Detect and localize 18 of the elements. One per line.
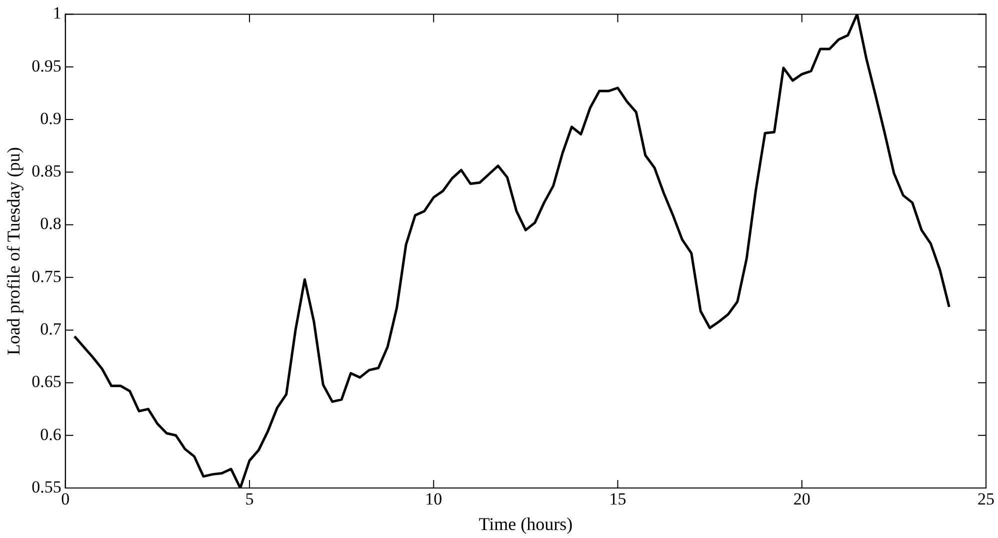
y-tick-label: 0.85 [32,162,62,181]
y-tick-label: 0.6 [40,424,62,444]
x-axis-title: Time (hours) [478,514,573,534]
x-tick-label: 10 [425,490,442,509]
x-tick-label: 25 [978,490,994,509]
y-axis-title: Load profile of Tuesday (pu) [4,147,24,356]
y-tick-label: 0.9 [40,108,62,128]
y-tick-label: 0.95 [32,56,62,76]
x-tick-label: 0 [61,490,70,509]
x-tick-label: 5 [245,490,254,509]
y-tick-label: 0.7 [40,320,62,339]
y-tick-label: 0.8 [40,214,62,234]
x-tick-label: 15 [609,490,626,509]
y-tick-label: 1 [52,4,62,23]
y-tick-label: 0.75 [32,266,62,286]
y-tick-label: 0.55 [32,477,62,496]
x-tick-label: 20 [793,490,810,509]
y-tick-label: 0.65 [32,372,62,392]
